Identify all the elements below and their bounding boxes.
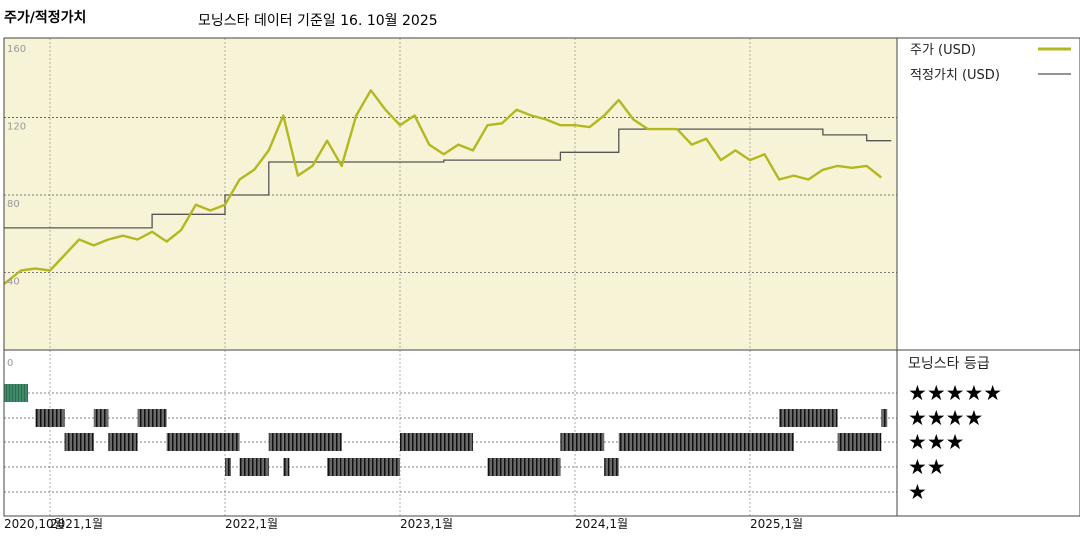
chart-title: 주가/적정가치	[4, 9, 86, 26]
rating-bar-3-star	[400, 433, 473, 451]
rating-bar-2-star	[239, 458, 269, 476]
rating-bar-3-star	[64, 433, 94, 451]
fair-value-line	[4, 128, 892, 229]
x-tick-label: 2023,1월	[400, 517, 453, 531]
rating-bar-2-star	[604, 458, 619, 476]
rating-bar-2-star	[327, 458, 342, 476]
series-lines	[3, 89, 892, 286]
rating-4-stars: ★★★★	[908, 406, 983, 430]
legend-price-label: 주가 (USD)	[910, 43, 976, 58]
rating-bar-3-star	[166, 433, 225, 451]
rating-bar-2-star	[283, 458, 290, 476]
y-tick-label: 120	[7, 121, 26, 132]
rating-bar-4-star	[35, 409, 65, 427]
rating-3-stars: ★★★	[908, 430, 964, 454]
rating-bar-2-star	[225, 458, 231, 476]
x-tick-label: 2021,1월	[50, 517, 103, 531]
x-tick-label: 2020,10월	[4, 517, 65, 531]
x-tick-label: 2025,1월	[750, 517, 803, 531]
legend-fair-value-label: 적정가치 (USD)	[910, 68, 1000, 83]
rating-2-stars: ★★	[908, 455, 946, 479]
rating-bar-3-star	[283, 433, 328, 451]
rating-bar-4-star	[779, 409, 838, 427]
rating-bar-3-star	[327, 433, 342, 451]
rating-bar-3-star	[618, 433, 780, 451]
rating-y-tick-label: 0	[7, 358, 13, 369]
rating-bar-5-star	[4, 384, 28, 402]
rating-legend-title: 모닝스타 등급	[908, 356, 990, 372]
rating-bar-3-star	[108, 433, 138, 451]
data-date-subtitle: 모닝스타 데이터 기준일 16. 10월 2025	[198, 13, 438, 29]
rating-5-stars: ★★★★★	[908, 381, 1002, 405]
y-tick-label: 160	[7, 44, 26, 55]
rating-bars	[4, 384, 888, 476]
rating-bar-2-star	[487, 458, 561, 476]
chart-frame	[3, 37, 1080, 517]
rating-bar-4-star	[881, 409, 888, 427]
y-tick-label: 80	[7, 199, 20, 210]
rating-bar-2-star	[341, 458, 400, 476]
rating-bar-3-star	[225, 433, 240, 451]
x-tick-label: 2022,1월	[225, 517, 278, 531]
price-plot-area	[4, 38, 897, 350]
rating-bar-3-star	[837, 433, 882, 451]
rating-bar-3-star	[560, 433, 605, 451]
rating-bar-3-star	[779, 433, 794, 451]
rating-bar-4-star	[93, 409, 109, 427]
rating-1-star: ★	[908, 480, 927, 504]
x-tick-label: 2024,1월	[575, 517, 628, 531]
rating-bar-3-star	[268, 433, 284, 451]
y-tick-label: 40	[7, 276, 20, 287]
rating-bar-4-star	[137, 409, 167, 427]
legend: 주가 (USD) 적정가치 (USD) 모닝스타 등급 ★★★★★ ★★★★ ★…	[908, 43, 1071, 504]
